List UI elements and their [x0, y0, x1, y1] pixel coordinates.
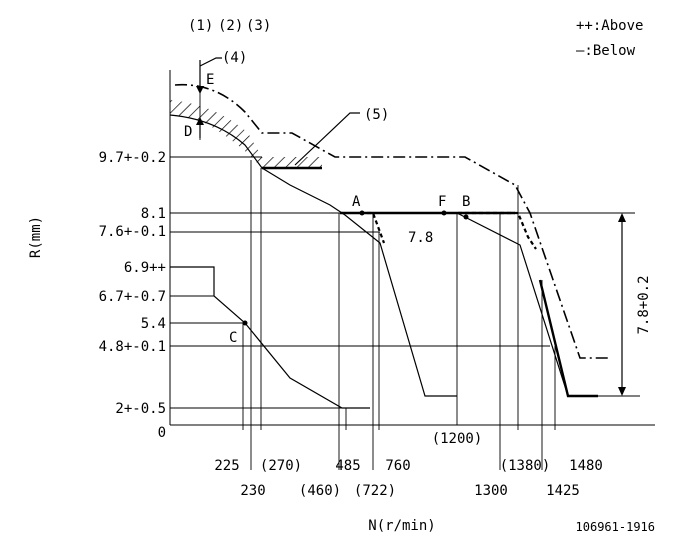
x-tick-1480: 1480 [569, 458, 603, 474]
x-tick-270: (270) [260, 458, 302, 474]
x-tick-1200: (1200) [432, 431, 483, 447]
legend-below: —:Below [576, 43, 636, 59]
y-axis-label: R(mm) [28, 216, 44, 258]
hatched-tolerance-band [170, 100, 322, 168]
horizontal-reference-lines [170, 156, 635, 409]
top-label-3: (3) [246, 18, 271, 34]
top-label-1: (1) [188, 18, 213, 34]
top-label-4: (4) [222, 50, 247, 66]
lower-idle-line [170, 266, 370, 409]
y-tick-4-8: 4.8+-0.1 [99, 339, 166, 355]
point-a-marker [359, 210, 365, 216]
x-tick-225: 225 [214, 458, 239, 474]
letter-b: B [462, 194, 470, 210]
hatched-band-edge [169, 114, 322, 169]
point-b-marker [463, 214, 469, 220]
letter-a: A [352, 194, 361, 210]
x-tick-485: 485 [335, 458, 360, 474]
y-tick-5-4: 5.4 [141, 316, 166, 332]
figure-id: 106961-1916 [576, 520, 655, 534]
x-tick-labels-row2: 230 (460) (722) 1300 1425 [240, 483, 580, 499]
annotation-7-8: 7.8 [408, 230, 433, 246]
x-tick-230: 230 [240, 483, 265, 499]
annotation-dimension: 7.8+0.2 [636, 275, 652, 334]
y-tick-2: 2+-0.5 [115, 401, 166, 417]
x-tick-460: (460) [299, 483, 341, 499]
x-tick-1425: 1425 [546, 483, 580, 499]
top-label-5: (5) [364, 107, 389, 123]
main-characteristic-line [261, 167, 569, 397]
letter-f: F [438, 194, 446, 210]
x-tick-760: 760 [385, 458, 410, 474]
letter-d: D [184, 124, 192, 140]
y-tick-7-6: 7.6+-0.1 [99, 224, 166, 240]
point-c-marker [242, 320, 248, 326]
x-tick-1300: 1300 [474, 483, 508, 499]
below-dashdot-curve [174, 83, 610, 359]
above-dotted-segments [360, 211, 537, 250]
letter-e: E [206, 72, 214, 88]
y-tick-9-7: 9.7+-0.2 [99, 150, 166, 166]
x-tick-722: (722) [354, 483, 396, 499]
point-f-marker [441, 210, 447, 216]
letter-c: C [229, 330, 237, 346]
x-tick-1380: (1380) [500, 458, 551, 474]
top-label-2: (2) [218, 18, 243, 34]
y-tick-labels: 9.7+-0.2 8.1 7.6+-0.1 6.9++ 6.7+-0.7 5.4… [99, 150, 166, 441]
leader-5 [294, 112, 360, 166]
dimension-arrow [598, 213, 640, 397]
legend-above: ++:Above [576, 18, 643, 34]
e-d-arrows [196, 60, 204, 138]
y-tick-6-7: 6.7+-0.7 [99, 289, 166, 305]
x-tick-labels-row1: 225 (270) 485 760 (1200) (1380) 1480 [214, 431, 603, 474]
full-load-thick-line [262, 166, 598, 398]
y-tick-0: 0 [158, 425, 166, 441]
x-axis-label: N(r/min) [368, 518, 435, 534]
leader-4 [199, 57, 222, 67]
y-tick-6-9: 6.9++ [124, 260, 166, 276]
y-tick-8-1: 8.1 [141, 206, 166, 222]
